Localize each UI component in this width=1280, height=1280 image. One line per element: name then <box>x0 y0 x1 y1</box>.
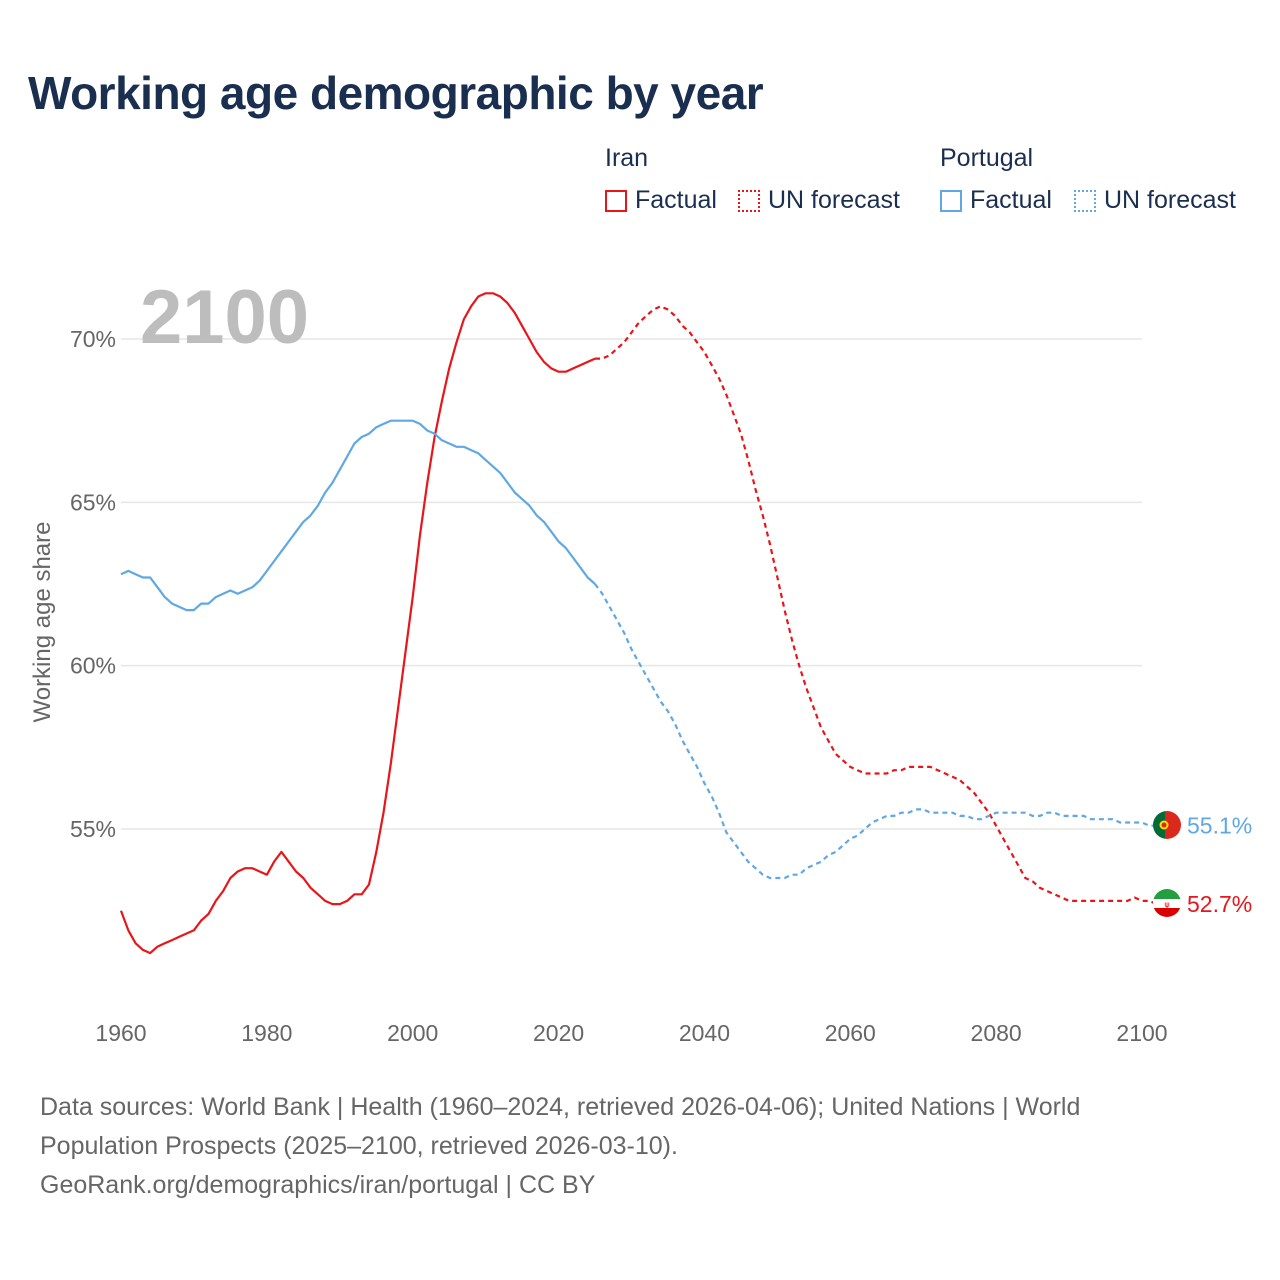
x-tick-label: 2060 <box>825 1020 876 1046</box>
y-tick-label: 60% <box>70 653 116 679</box>
line-chart: 2100 55% 60% 65% 70% 1960 1980 2000 2020 2040 20… <box>29 275 1252 1046</box>
legend-label: UN forecast <box>1104 186 1236 214</box>
legend-swatch-dotted-icon <box>1074 189 1096 212</box>
x-tick-label: 1960 <box>95 1020 146 1046</box>
iran-flag-icon[interactable]: ψ <box>1153 889 1181 917</box>
x-tick-label: 2100 <box>1116 1020 1167 1046</box>
legend-group-iran: Iran <box>605 144 649 172</box>
legend-swatch-solid-icon <box>940 189 962 212</box>
series-line-portugal-forecast[interactable] <box>594 583 1157 880</box>
end-value-label-portugal: 55.1% <box>1187 813 1252 839</box>
legend-label: Factual <box>970 186 1052 214</box>
series-line-portugal-factual[interactable] <box>120 419 596 612</box>
year-badge: 2100 <box>140 275 309 360</box>
footer-sources: Data sources: World Bank | Health (1960–… <box>40 1088 1160 1205</box>
series-group: 52.7% 55.1% <box>119 292 1252 955</box>
portugal-flag-icon[interactable] <box>1153 811 1181 839</box>
y-axis: 55% 60% 65% 70% <box>70 326 116 842</box>
x-tick-label: 2080 <box>971 1020 1022 1046</box>
legend-item-iran-factual[interactable]: Factual <box>605 186 717 215</box>
y-tick-label: 65% <box>70 489 116 515</box>
x-axis: 1960 1980 2000 2020 2040 2060 2080 2100 <box>95 1020 1167 1046</box>
legend-group-portugal: Portugal <box>940 144 1034 172</box>
y-tick-label: 55% <box>70 816 116 842</box>
end-value-label-iran: 52.7% <box>1187 891 1252 917</box>
series-line-iran-forecast[interactable] <box>595 305 1158 906</box>
legend-item-portugal-factual[interactable]: Factual <box>940 186 1052 215</box>
legend-item-iran-forecast[interactable]: UN forecast <box>738 186 900 215</box>
svg-text:ψ: ψ <box>1164 900 1169 909</box>
x-tick-label: 2000 <box>387 1020 438 1046</box>
end-markers: ψ <box>1153 811 1181 917</box>
footer-line: Population Prospects (2025–2100, retriev… <box>40 1132 678 1160</box>
legend-swatch-solid-icon <box>605 189 627 212</box>
legend-swatch-dotted-icon <box>738 189 760 212</box>
legend-label: UN forecast <box>768 186 900 214</box>
x-tick-label: 2020 <box>533 1020 584 1046</box>
series-line-iran-factual[interactable] <box>119 292 596 955</box>
y-tick-label: 70% <box>70 326 116 352</box>
grid-lines <box>121 338 1142 830</box>
chart-title: Working age demographic by year <box>28 67 764 119</box>
y-axis-label: Working age share <box>29 522 56 723</box>
x-tick-label: 1980 <box>241 1020 292 1046</box>
x-tick-label: 2040 <box>679 1020 730 1046</box>
footer-line: GeoRank.org/demographics/iran/portugal |… <box>40 1171 596 1199</box>
legend-item-portugal-forecast[interactable]: UN forecast <box>1074 186 1236 215</box>
footer-line: Data sources: World Bank | Health (1960–… <box>40 1093 1081 1121</box>
legend-label: Factual <box>635 186 717 214</box>
